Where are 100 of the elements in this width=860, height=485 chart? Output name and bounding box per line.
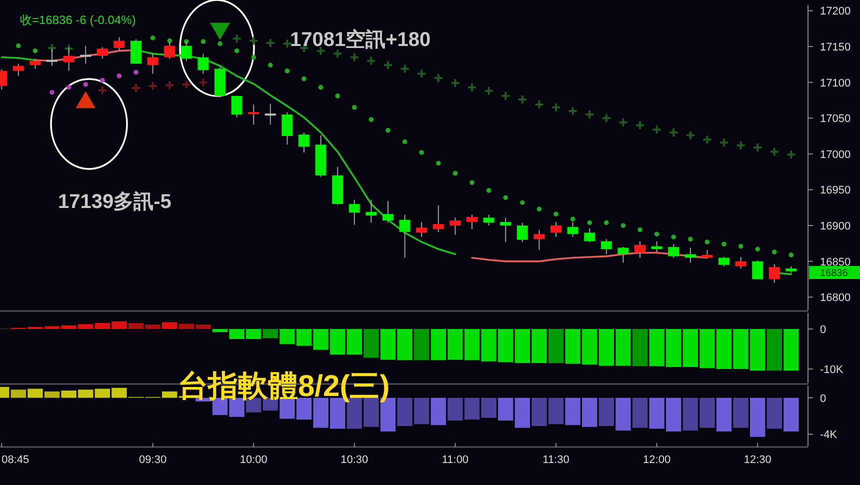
point (755, 246, 760, 252)
candlestick (584, 228, 596, 242)
point (635, 120, 646, 130)
point (116, 73, 122, 78)
candlestick (96, 46, 108, 60)
point (554, 212, 558, 216)
y-tick-label: 16950 (820, 184, 851, 197)
bar (28, 388, 43, 398)
candlestick (348, 199, 360, 226)
point (383, 60, 394, 70)
point (318, 84, 324, 90)
point (433, 73, 444, 84)
candlestick (416, 221, 428, 238)
x-tick-label: 08:45 (2, 454, 30, 466)
point (134, 70, 138, 75)
point (738, 244, 744, 249)
x-tick-label: 10:00 (240, 454, 268, 466)
point (251, 54, 256, 60)
point (32, 48, 38, 54)
bar (784, 398, 799, 432)
point (210, 22, 230, 40)
point (450, 78, 460, 88)
point (671, 234, 676, 240)
point (503, 195, 508, 200)
point (654, 232, 660, 237)
point (50, 90, 54, 95)
y-tick-label: 0 (820, 324, 826, 336)
candlestick (516, 222, 528, 242)
candlestick (768, 264, 780, 284)
point (769, 146, 780, 157)
point (486, 188, 492, 193)
candlestick (399, 214, 410, 258)
point (218, 41, 222, 46)
bar (262, 329, 278, 338)
point (198, 77, 208, 88)
point (268, 62, 273, 68)
bar (414, 329, 430, 360)
point (484, 86, 494, 96)
y-tick-label: 16900 (820, 220, 851, 233)
point (232, 34, 242, 44)
bar (784, 329, 799, 371)
bar (498, 398, 514, 421)
annotation: 17139多訊-5 (58, 190, 172, 213)
y-tick-label: 17150 (820, 42, 851, 54)
point (332, 48, 343, 59)
bar (632, 329, 648, 366)
point (248, 36, 259, 46)
candlestick (550, 221, 562, 238)
point (788, 252, 794, 258)
candlestick (634, 240, 646, 258)
point (66, 84, 72, 90)
point (736, 140, 746, 150)
point (718, 137, 729, 148)
point (335, 94, 340, 98)
bar (632, 398, 648, 428)
point (419, 150, 424, 155)
point (100, 78, 105, 83)
x-tick-label: 11:00 (442, 454, 469, 466)
point (150, 36, 156, 40)
point (568, 106, 578, 116)
candlestick (80, 45, 92, 64)
point (400, 64, 410, 74)
point (164, 80, 175, 90)
point (416, 68, 427, 79)
candlestick (450, 217, 461, 236)
y-tick-label: -4K (820, 429, 838, 442)
y-tick-label: 16800 (820, 292, 851, 304)
bar (162, 391, 178, 398)
candlestick (198, 53, 209, 74)
point (386, 128, 390, 133)
point (638, 227, 642, 232)
y-tick-label: -10K (820, 364, 844, 376)
bar (346, 329, 362, 355)
point (234, 48, 240, 54)
point (402, 139, 408, 144)
point (534, 100, 544, 110)
y-tick-label: 17200 (820, 6, 851, 18)
point (302, 76, 306, 82)
candlestick (466, 214, 478, 230)
point (181, 79, 192, 90)
annotation: 收=16836 -6 (-0.04%) (20, 13, 136, 27)
candlestick (12, 63, 24, 76)
annotation: 17081空訊+180 (290, 28, 431, 51)
candlestick (483, 214, 494, 226)
x-tick-label: 09:30 (139, 454, 167, 466)
point (167, 38, 172, 44)
candlestick (248, 104, 260, 126)
bar (430, 398, 446, 426)
x-tick-label: 10:30 (340, 454, 368, 466)
point (470, 180, 474, 185)
point (601, 113, 612, 124)
candlestick (298, 132, 310, 153)
x-tick-label: 12:30 (744, 454, 772, 466)
point (47, 42, 58, 53)
candlestick (231, 95, 242, 118)
bar (750, 398, 766, 437)
point (668, 127, 679, 138)
point (752, 142, 763, 152)
point (704, 240, 710, 244)
y-tick-label: 17050 (820, 113, 851, 126)
